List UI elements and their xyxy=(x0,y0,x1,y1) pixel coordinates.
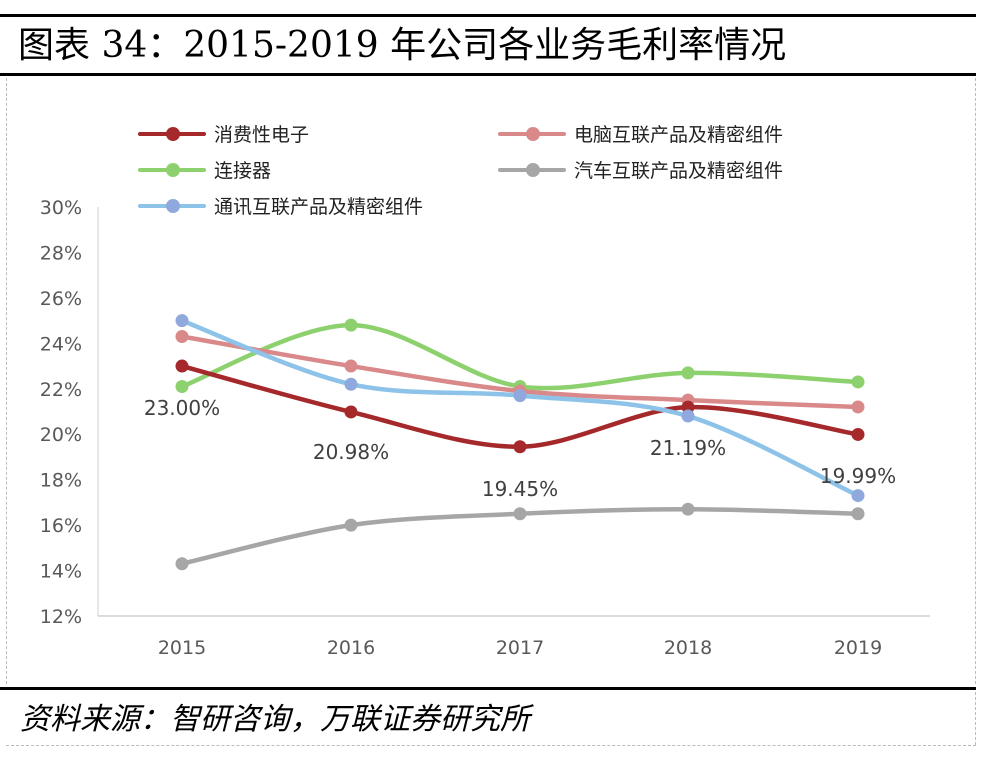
footer-rule xyxy=(0,687,976,690)
data-point xyxy=(175,330,189,344)
y-tick-label: 18% xyxy=(40,470,82,492)
data-point xyxy=(344,405,358,419)
data-label: 20.98% xyxy=(313,440,389,464)
series-line xyxy=(179,318,861,498)
x-tick-label: 2015 xyxy=(158,637,206,659)
source-note: 资料来源：智研咨询，万联证券研究所 xyxy=(20,702,530,737)
legend-item: 通讯互联产品及精密组件 xyxy=(138,192,423,219)
legend-label: 电脑互联产品及精密组件 xyxy=(574,124,784,146)
y-tick-label: 30% xyxy=(40,197,82,219)
legend-swatch-icon xyxy=(138,160,206,180)
legend-label: 汽车互联产品及精密组件 xyxy=(574,160,784,182)
data-label: 23.00% xyxy=(144,396,220,420)
top-rule xyxy=(0,14,976,17)
legend-label: 消费性电子 xyxy=(214,124,310,146)
data-point xyxy=(175,314,189,328)
data-point xyxy=(344,518,358,532)
legend-item: 连接器 xyxy=(138,156,271,183)
data-point xyxy=(681,502,695,516)
data-point xyxy=(513,440,527,454)
data-point xyxy=(344,377,358,391)
legend-swatch-icon xyxy=(498,124,566,144)
y-tick-label: 24% xyxy=(40,333,82,355)
series-line xyxy=(179,363,861,449)
data-point xyxy=(851,489,865,503)
data-point xyxy=(344,359,358,373)
data-point xyxy=(344,318,358,332)
legend-swatch-icon xyxy=(138,124,206,144)
data-point xyxy=(175,557,189,571)
y-tick-label: 20% xyxy=(40,424,82,446)
legend-item: 消费性电子 xyxy=(138,120,309,147)
x-tick-label: 2018 xyxy=(664,637,712,659)
data-point xyxy=(851,507,865,521)
x-tick-label: 2016 xyxy=(327,637,375,659)
data-point xyxy=(681,409,695,423)
data-point xyxy=(851,400,865,414)
y-tick-label: 14% xyxy=(40,561,82,583)
dashed-border-left xyxy=(6,78,7,684)
x-tick-label: 2017 xyxy=(496,637,544,659)
legend-label: 连接器 xyxy=(214,160,272,182)
x-tick-label: 2019 xyxy=(834,637,882,659)
data-point xyxy=(175,380,189,394)
y-tick-label: 16% xyxy=(40,515,82,537)
dashed-border-right xyxy=(975,78,976,684)
legend-swatch-icon xyxy=(498,160,566,180)
y-tick-label: 26% xyxy=(40,288,82,310)
data-point xyxy=(851,427,865,441)
dashed-border-right-footer xyxy=(975,692,976,745)
legend-item: 电脑互联产品及精密组件 xyxy=(498,120,783,147)
data-point xyxy=(681,366,695,380)
title-rule xyxy=(0,73,976,76)
y-tick-label: 12% xyxy=(40,606,82,628)
data-label: 19.45% xyxy=(482,477,558,501)
data-label: 19.99% xyxy=(820,464,896,488)
y-tick-label: 22% xyxy=(40,379,82,401)
y-tick-label: 28% xyxy=(40,242,82,264)
data-point xyxy=(513,507,527,521)
dashed-border-bottom xyxy=(6,745,976,746)
data-point xyxy=(175,359,189,373)
data-label: 21.19% xyxy=(650,436,726,460)
data-point xyxy=(513,389,527,403)
legend-label: 通讯互联产品及精密组件 xyxy=(214,196,424,218)
data-point xyxy=(851,375,865,389)
figure-title: 图表 34：2015-2019 年公司各业务毛利率情况 xyxy=(18,25,787,66)
legend-item: 汽车互联产品及精密组件 xyxy=(498,156,783,183)
legend-swatch-icon xyxy=(138,196,206,216)
